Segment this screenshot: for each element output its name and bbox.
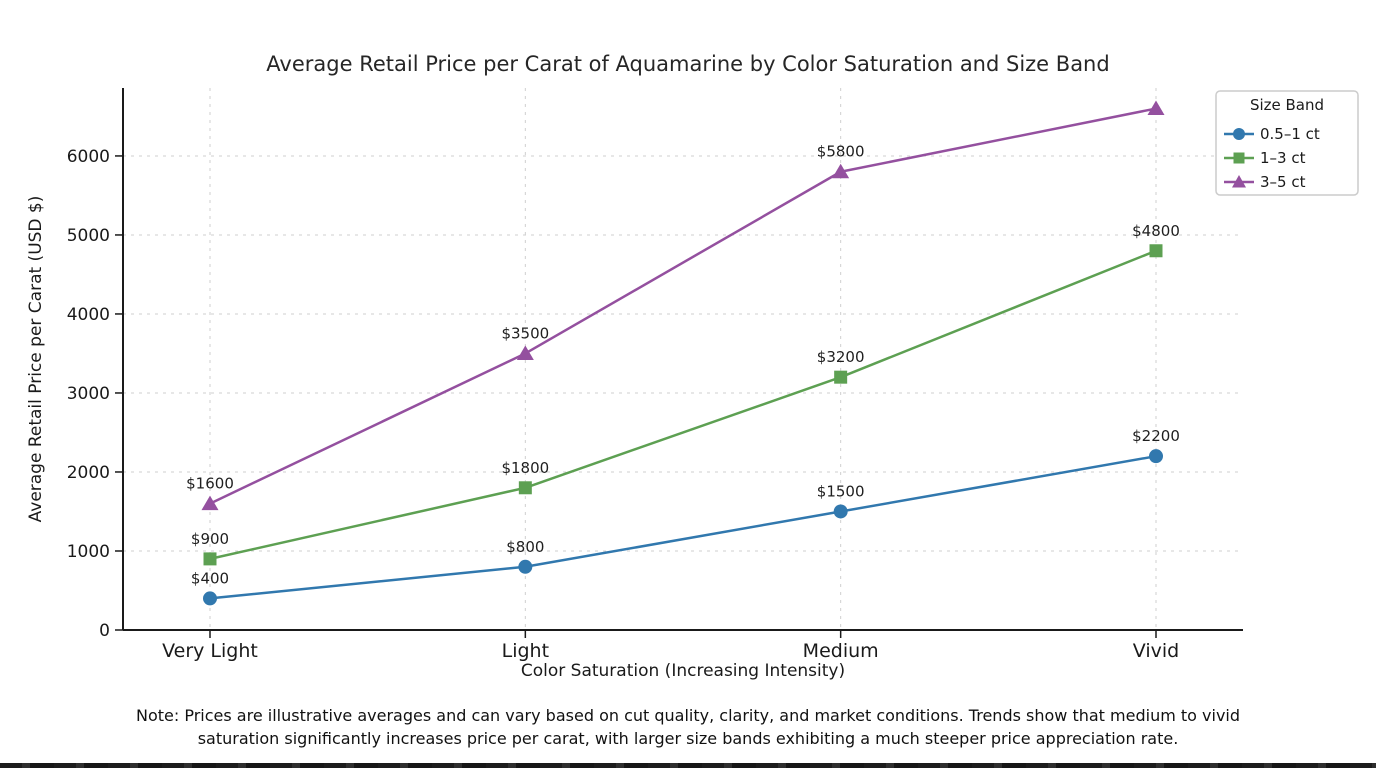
point-value-label: $5800 [817, 143, 865, 161]
point-value-label: $800 [506, 538, 544, 556]
series-line-2 [209, 249, 1157, 561]
data-point-triangle [516, 345, 534, 360]
x-tick-label: Light [502, 640, 549, 662]
point-value-label: $2200 [1132, 427, 1180, 445]
y-tick-label: 2000 [67, 463, 110, 483]
footnote-line-1: Note: Prices are illustrative averages a… [135, 706, 1241, 725]
chart-title: Average Retail Price per Carat of Aquama… [266, 52, 1110, 76]
legend-marker-square [1233, 152, 1245, 164]
point-value-label: $1800 [501, 459, 549, 477]
legend-box [1215, 90, 1359, 196]
point-value-label: $1500 [817, 482, 865, 500]
data-point-square [834, 370, 848, 384]
point-value-label: $4800 [1132, 222, 1180, 240]
series-line-1 [209, 454, 1157, 600]
x-tick-label: Medium [803, 640, 879, 662]
y-tick-label: 3000 [67, 384, 110, 404]
y-tick-label: 5000 [67, 226, 110, 246]
data-point-circle [833, 504, 848, 519]
series-line-3 [209, 107, 1157, 505]
point-value-label: $3500 [501, 324, 549, 342]
data-point-circle [518, 559, 533, 574]
data-point-square [518, 481, 532, 495]
point-value-label: $900 [191, 530, 229, 548]
point-value-label: $3200 [817, 348, 865, 366]
data-point-circle [1149, 449, 1163, 464]
bottom-edge-strip [0, 763, 1376, 768]
legend-entry-label: 1–3 ct [1260, 149, 1306, 167]
legend-marker-triangle [1232, 175, 1246, 188]
footnote-line-2: saturation significantly increases price… [197, 729, 1179, 748]
point-value-label: $1600 [186, 475, 234, 493]
legend-entry-label: 3–5 ct [1260, 173, 1306, 191]
x-tick-label: Vivid [1133, 640, 1179, 662]
legend-marker-circle [1233, 128, 1245, 140]
point-value-label: $400 [191, 569, 229, 587]
legend-entry-label: 0.5–1 ct [1260, 125, 1320, 143]
y-tick-label: 6000 [67, 147, 110, 167]
x-tick-label: Very Light [162, 640, 258, 662]
data-point-square [203, 552, 217, 566]
data-point-triangle [1147, 100, 1165, 116]
y-tick-label: 0 [99, 621, 110, 641]
y-tick-label: 1000 [67, 542, 110, 562]
data-point-circle [203, 591, 217, 606]
y-tick-label: 4000 [67, 305, 110, 325]
data-point-triangle [832, 163, 850, 179]
legend-title: Size Band [1250, 96, 1324, 114]
data-point-square [1149, 244, 1163, 258]
x-axis-label: Color Saturation (Increasing Intensity) [520, 661, 846, 681]
data-point-triangle [201, 495, 219, 511]
